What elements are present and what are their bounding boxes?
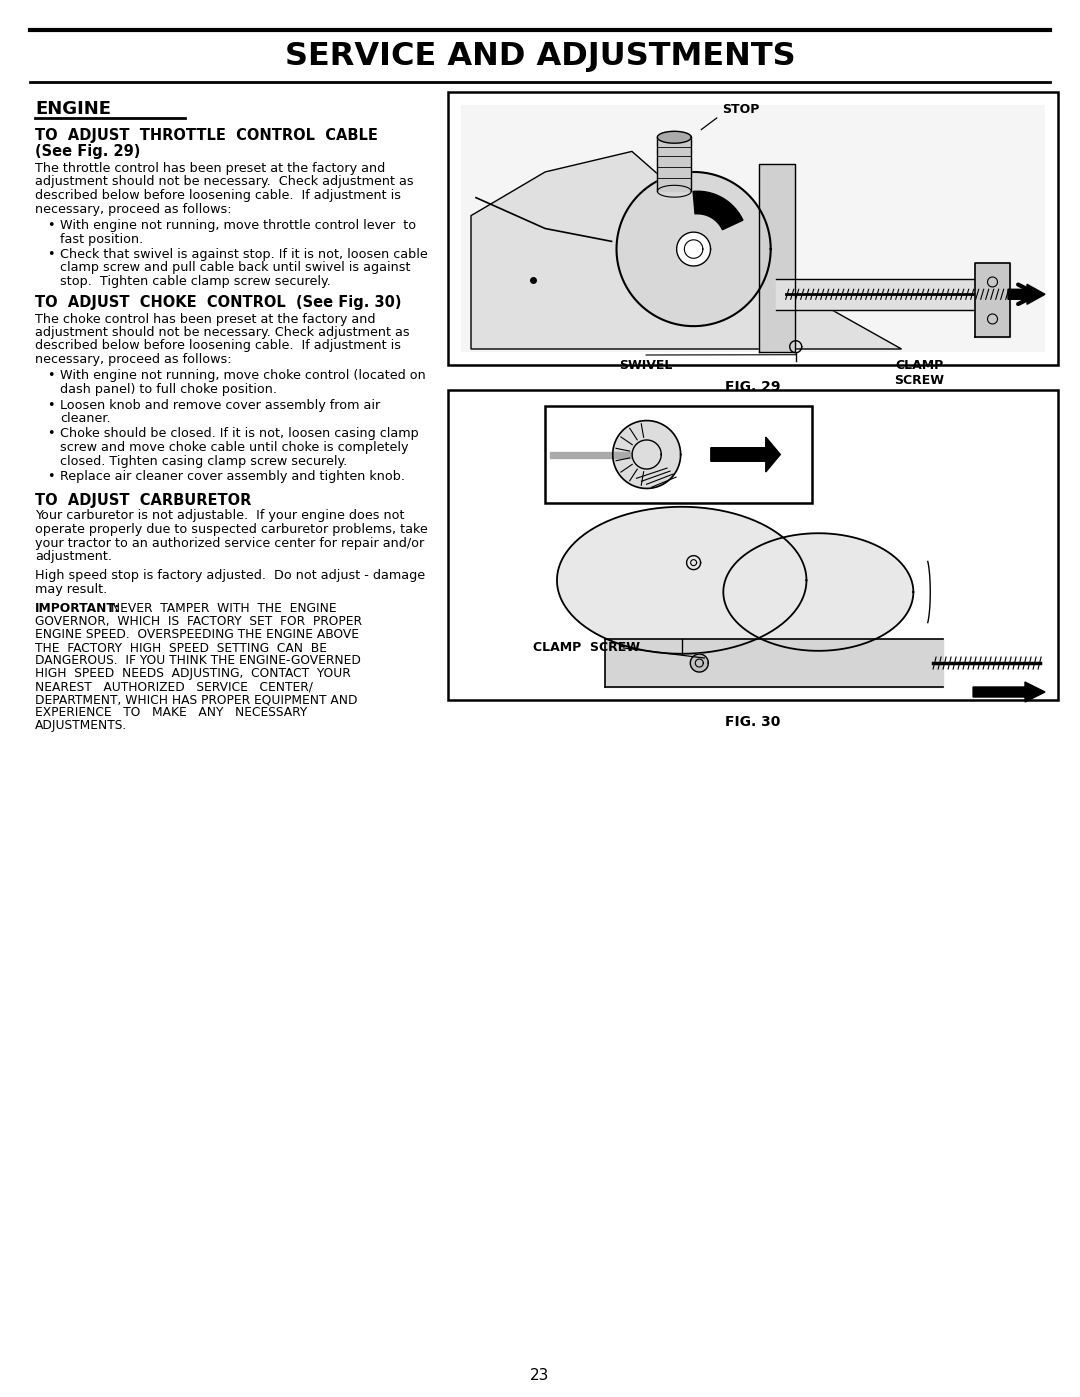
Text: closed. Tighten casing clamp screw securely.: closed. Tighten casing clamp screw secur… [60, 454, 348, 468]
Text: FIG. 29: FIG. 29 [726, 380, 781, 394]
Text: described below before loosening cable.  If adjustment is: described below before loosening cable. … [35, 189, 401, 203]
Text: necessary, proceed as follows:: necessary, proceed as follows: [35, 353, 231, 366]
Bar [448, 390, 1058, 700]
Bar [461, 105, 1045, 352]
Text: Check that swivel is against stop. If it is not, loosen cable: Check that swivel is against stop. If it… [60, 249, 428, 261]
Polygon shape [775, 279, 1005, 310]
Text: your tractor to an authorized service center for repair and/or: your tractor to an authorized service ce… [35, 536, 424, 549]
Text: Your carburetor is not adjustable.  If your engine does not: Your carburetor is not adjustable. If yo… [35, 510, 405, 522]
Text: High speed stop is factory adjusted.  Do not adjust - damage: High speed stop is factory adjusted. Do … [35, 570, 426, 583]
Text: ENGINE: ENGINE [35, 101, 111, 117]
Text: stop.  Tighten cable clamp screw securely.: stop. Tighten cable clamp screw securely… [60, 275, 330, 288]
Text: fast position.: fast position. [60, 232, 144, 246]
Text: STOP: STOP [721, 103, 759, 116]
Text: THE  FACTORY  HIGH  SPEED  SETTING  CAN  BE: THE FACTORY HIGH SPEED SETTING CAN BE [35, 641, 327, 655]
Polygon shape [617, 172, 771, 326]
Polygon shape [612, 420, 680, 489]
Polygon shape [975, 264, 1010, 338]
Text: screw and move choke cable until choke is completely: screw and move choke cable until choke i… [60, 441, 408, 454]
Text: adjustment should not be necessary. Check adjustment as: adjustment should not be necessary. Chec… [35, 326, 409, 339]
Polygon shape [759, 165, 795, 352]
Polygon shape [677, 232, 711, 265]
Text: •: • [48, 249, 54, 261]
Text: •: • [48, 219, 54, 232]
Text: Choke should be closed. If it is not, loosen casing clamp: Choke should be closed. If it is not, lo… [60, 427, 419, 440]
Text: clamp screw and pull cable back until swivel is against: clamp screw and pull cable back until sw… [60, 261, 410, 274]
Polygon shape [693, 191, 743, 229]
Text: 23: 23 [530, 1368, 550, 1383]
Text: ENGINE SPEED.  OVERSPEEDING THE ENGINE ABOVE: ENGINE SPEED. OVERSPEEDING THE ENGINE AB… [35, 629, 359, 641]
Text: CLAMP  SCREW: CLAMP SCREW [534, 641, 640, 654]
Text: EXPERIENCE   TO   MAKE   ANY   NECESSARY: EXPERIENCE TO MAKE ANY NECESSARY [35, 707, 307, 719]
Text: DANGEROUS.  IF YOU THINK THE ENGINE-GOVERNED: DANGEROUS. IF YOU THINK THE ENGINE-GOVER… [35, 655, 361, 668]
Text: •: • [48, 427, 54, 440]
Text: TO  ADJUST  THROTTLE  CONTROL  CABLE: TO ADJUST THROTTLE CONTROL CABLE [35, 129, 378, 142]
Polygon shape [711, 437, 781, 472]
Text: necessary, proceed as follows:: necessary, proceed as follows: [35, 203, 231, 215]
Polygon shape [605, 638, 943, 687]
Polygon shape [550, 451, 632, 457]
Text: cleaner.: cleaner. [60, 412, 110, 425]
Polygon shape [658, 137, 691, 191]
Text: The throttle control has been preset at the factory and: The throttle control has been preset at … [35, 162, 386, 175]
Text: GOVERNOR,  WHICH  IS  FACTORY  SET  FOR  PROPER: GOVERNOR, WHICH IS FACTORY SET FOR PROPE… [35, 616, 362, 629]
Polygon shape [557, 507, 807, 654]
Text: CLAMP
SCREW: CLAMP SCREW [894, 359, 944, 387]
Text: TO  ADJUST  CARBURETOR: TO ADJUST CARBURETOR [35, 493, 252, 507]
Text: NEVER  TAMPER  WITH  THE  ENGINE: NEVER TAMPER WITH THE ENGINE [107, 602, 337, 616]
Text: DEPARTMENT, WHICH HAS PROPER EQUIPMENT AND: DEPARTMENT, WHICH HAS PROPER EQUIPMENT A… [35, 693, 357, 707]
Polygon shape [973, 682, 1045, 703]
Text: NEAREST   AUTHORIZED   SERVICE   CENTER/: NEAREST AUTHORIZED SERVICE CENTER/ [35, 680, 313, 693]
Text: SWIVEL: SWIVEL [620, 359, 673, 372]
Polygon shape [471, 151, 902, 349]
Text: The choke control has been preset at the factory and: The choke control has been preset at the… [35, 313, 376, 326]
Polygon shape [658, 131, 691, 144]
Text: adjustment should not be necessary.  Check adjustment as: adjustment should not be necessary. Chec… [35, 176, 414, 189]
Text: Loosen knob and remove cover assembly from air: Loosen knob and remove cover assembly fr… [60, 398, 380, 412]
Text: •: • [48, 469, 54, 483]
Text: With engine not running, move throttle control lever  to: With engine not running, move throttle c… [60, 219, 416, 232]
Text: With engine not running, move choke control (located on: With engine not running, move choke cont… [60, 369, 426, 383]
Text: •: • [48, 369, 54, 383]
Polygon shape [724, 534, 914, 651]
Text: operate properly due to suspected carburetor problems, take: operate properly due to suspected carbur… [35, 522, 428, 536]
Text: (See Fig. 29): (See Fig. 29) [35, 144, 140, 159]
Text: adjustment.: adjustment. [35, 550, 112, 563]
Text: described below before loosening cable.  If adjustment is: described below before loosening cable. … [35, 339, 401, 352]
Text: may result.: may result. [35, 583, 107, 597]
Bar [545, 407, 812, 503]
Text: TO  ADJUST  CHOKE  CONTROL  (See Fig. 30): TO ADJUST CHOKE CONTROL (See Fig. 30) [35, 296, 402, 310]
Bar [448, 92, 1058, 365]
Text: SERVICE AND ADJUSTMENTS: SERVICE AND ADJUSTMENTS [285, 41, 795, 71]
Text: FIG. 30: FIG. 30 [726, 715, 781, 729]
Polygon shape [1008, 285, 1045, 305]
Text: HIGH  SPEED  NEEDS  ADJUSTING,  CONTACT  YOUR: HIGH SPEED NEEDS ADJUSTING, CONTACT YOUR [35, 668, 351, 680]
Text: •: • [48, 398, 54, 412]
Text: IMPORTANT:: IMPORTANT: [35, 602, 120, 616]
Polygon shape [690, 654, 708, 672]
Text: dash panel) to full choke position.: dash panel) to full choke position. [60, 383, 276, 395]
Text: Replace air cleaner cover assembly and tighten knob.: Replace air cleaner cover assembly and t… [60, 469, 405, 483]
Text: ADJUSTMENTS.: ADJUSTMENTS. [35, 719, 127, 732]
